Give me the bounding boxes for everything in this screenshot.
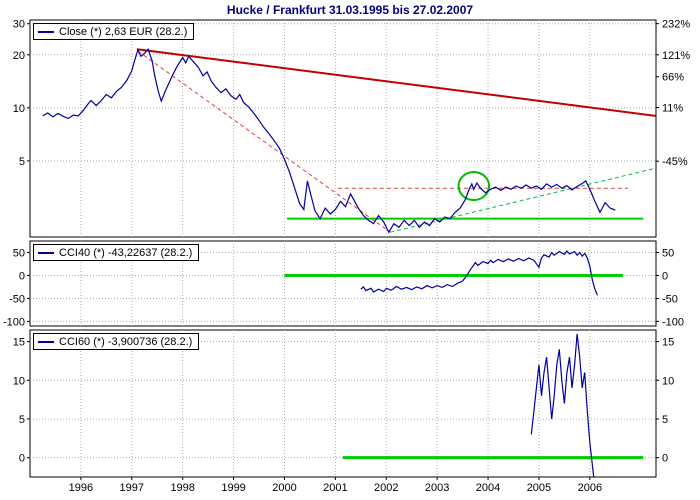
y-axis-label-left: -100 bbox=[3, 316, 25, 328]
y-axis-label-left: 10 bbox=[13, 375, 25, 387]
x-axis-year-label: 1999 bbox=[221, 482, 245, 494]
chart-title: Hucke / Frankfurt 31.03.1995 bis 27.02.2… bbox=[226, 3, 474, 17]
cci40-legend: CCI40 (*) -43,22637 (28.2.) bbox=[33, 244, 200, 261]
cci60-series-line bbox=[530, 333, 595, 477]
cci60-series-swatch-icon bbox=[38, 340, 54, 343]
y-axis-label-right: -100 bbox=[662, 316, 684, 328]
y-axis-label-left: 50 bbox=[13, 247, 25, 259]
close-series-swatch-icon bbox=[38, 30, 54, 33]
x-axis-year-label: 1998 bbox=[170, 482, 194, 494]
x-axis-year-label: 2006 bbox=[578, 482, 602, 494]
y-axis-label-left: 5 bbox=[19, 414, 25, 426]
x-axis-year-label: 2005 bbox=[527, 482, 551, 494]
x-axis-year-label: 2002 bbox=[374, 482, 398, 494]
cci60-legend-label: CCI60 (*) -3,900736 (28.2.) bbox=[59, 335, 193, 348]
y-axis-label-left: -50 bbox=[9, 293, 25, 305]
y-axis-label-left: 30 bbox=[13, 19, 25, 31]
y-axis-label-right: 50 bbox=[662, 247, 674, 259]
cci40-series-swatch-icon bbox=[38, 251, 54, 254]
down-trendline-red-dashed bbox=[137, 50, 391, 233]
y-axis-label-right: 66% bbox=[662, 72, 684, 84]
x-axis-year-label: 2001 bbox=[323, 482, 347, 494]
y-axis-label-left: 0 bbox=[19, 453, 25, 465]
y-axis-label-left: 15 bbox=[13, 337, 25, 349]
x-axis-year-label: 2004 bbox=[476, 482, 500, 494]
cci40-series-line bbox=[360, 250, 599, 296]
x-axis-year-label: 1996 bbox=[69, 482, 93, 494]
y-axis-label-right: -50 bbox=[662, 293, 678, 305]
y-axis-label-right: 0 bbox=[662, 270, 668, 282]
y-axis-label-right: 11% bbox=[662, 103, 683, 115]
y-axis-label-right: 121% bbox=[662, 50, 690, 62]
cci60-panel bbox=[29, 329, 657, 478]
breakout-circle bbox=[457, 171, 491, 202]
price-panel bbox=[29, 19, 657, 238]
y-axis-label-left: 0 bbox=[19, 270, 25, 282]
resistance-trendline-red bbox=[136, 48, 656, 117]
x-axis-year-label: 1997 bbox=[120, 482, 144, 494]
y-axis-label-left: 5 bbox=[19, 156, 25, 168]
y-axis-label-right: -45% bbox=[662, 156, 688, 168]
y-axis-label-right: 10 bbox=[662, 375, 674, 387]
y-axis-label-right: 5 bbox=[662, 414, 668, 426]
up-trendline-green-dashed bbox=[390, 167, 656, 233]
x-axis-year-label: 2000 bbox=[272, 482, 296, 494]
price-series-line bbox=[42, 48, 616, 234]
y-axis-label-right: 0 bbox=[662, 453, 668, 465]
price-legend-label: Close (*) 2,63 EUR (28.2.) bbox=[59, 25, 188, 38]
x-axis-year-label: 2003 bbox=[425, 482, 449, 494]
y-axis-label-left: 20 bbox=[13, 50, 25, 62]
y-axis-label-right: 15 bbox=[662, 337, 674, 349]
cci60-legend: CCI60 (*) -3,900736 (28.2.) bbox=[33, 333, 200, 350]
cci40-legend-label: CCI40 (*) -43,22637 (28.2.) bbox=[59, 246, 193, 259]
price-legend: Close (*) 2,63 EUR (28.2.) bbox=[33, 23, 195, 40]
y-axis-label-left: 10 bbox=[13, 103, 25, 115]
y-axis-label-right: 232% bbox=[662, 19, 690, 31]
